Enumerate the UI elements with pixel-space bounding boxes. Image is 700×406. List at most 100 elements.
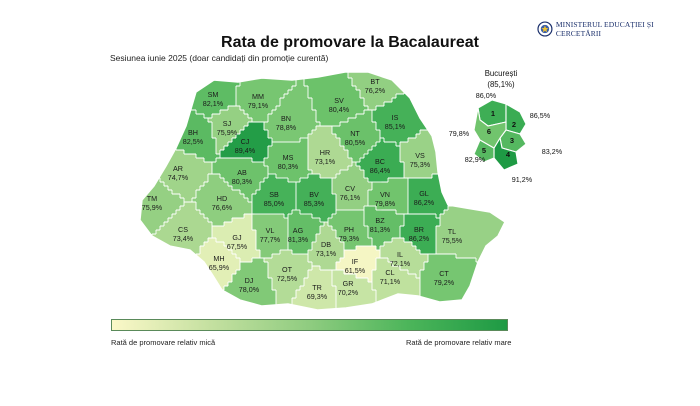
county-value: 65,9% <box>209 263 230 272</box>
county-code: DB <box>321 240 331 249</box>
legend-color-scale <box>111 319 508 331</box>
sector-value: 86,0% <box>476 91 497 100</box>
county-value: 72,5% <box>277 274 298 283</box>
county-code: GJ <box>232 233 242 242</box>
county-value: 75,3% <box>410 160 431 169</box>
romania-outline <box>139 71 506 311</box>
county-code: CT <box>439 269 449 278</box>
county-value: 73,4% <box>173 234 194 243</box>
county-code: VN <box>380 190 390 199</box>
sector-shape <box>505 103 527 135</box>
county-value: 73,1% <box>315 157 336 166</box>
county-value: 71,1% <box>380 277 401 286</box>
county-code: TR <box>312 283 322 292</box>
county-code: IL <box>397 250 403 259</box>
county-value: 79,8% <box>375 199 396 208</box>
county-value: 70,2% <box>338 288 359 297</box>
county-code: BV <box>309 190 319 199</box>
county-code: BC <box>375 157 385 166</box>
county-code: MH <box>213 254 224 263</box>
county-value: 67,5% <box>227 242 248 251</box>
county-value: 86,2% <box>414 198 435 207</box>
county-code: HR <box>320 148 330 157</box>
ministry-name: MINISTERUL EDUCAȚIEI ȘI CERCETĂRII <box>555 20 654 38</box>
county-code: PH <box>344 225 354 234</box>
sector-number: 3 <box>510 136 514 145</box>
county-value: 73,1% <box>316 249 337 258</box>
sector-number: 2 <box>512 120 516 129</box>
page-subtitle: Sesiunea iunie 2025 (doar candidați din … <box>110 53 329 63</box>
county-code: IS <box>392 113 399 122</box>
county-value: 79,2% <box>434 278 455 287</box>
county-value: 76,2% <box>365 86 386 95</box>
county-value: 75,9% <box>217 128 238 137</box>
sector-value: 79,8% <box>449 129 470 138</box>
bucuresti-sector-6: 6 79,8% <box>449 107 507 149</box>
legend-high-label: Rată de promovare relativ mare <box>406 338 512 347</box>
bucuresti-title: București <box>484 69 518 78</box>
county-value: 80,3% <box>278 162 299 171</box>
county-code: DJ <box>245 276 254 285</box>
sector-number: 4 <box>506 150 511 159</box>
county-value: 80,3% <box>232 177 253 186</box>
county-code: CV <box>345 184 355 193</box>
county-value: 86,4% <box>370 166 391 175</box>
county-value: 78,8% <box>276 123 297 132</box>
ministry-logo: MINISTERUL EDUCAȚIEI ȘI CERCETĂRII <box>537 20 700 38</box>
county-code: TL <box>448 227 456 236</box>
sector-value: 86,5% <box>530 111 551 120</box>
county-code: SB <box>269 190 279 199</box>
county-code: NT <box>350 129 360 138</box>
county-value: 75,9% <box>142 203 163 212</box>
county-value: 76,1% <box>340 193 361 202</box>
ministry-crest-icon <box>537 21 553 37</box>
sector-value: 91,2% <box>512 175 533 184</box>
county-value: 79,1% <box>248 101 269 110</box>
county-value: 85,0% <box>264 199 285 208</box>
county-value: 80,4% <box>329 105 350 114</box>
county-code: VS <box>415 151 425 160</box>
county-code: CL <box>385 268 394 277</box>
county-code: AB <box>237 168 247 177</box>
county-value: 80,5% <box>345 138 366 147</box>
sector-number: 5 <box>482 146 486 155</box>
county-value: 75,5% <box>442 236 463 245</box>
county-code: BN <box>281 114 291 123</box>
county-code: GR <box>343 279 354 288</box>
county-code: AG <box>293 226 304 235</box>
sector-shape <box>473 107 507 149</box>
county-code: AR <box>173 164 183 173</box>
bucuresti-sector-2: 2 86,5% <box>505 103 551 135</box>
county-code: SJ <box>223 119 232 128</box>
county-value: 72,1% <box>390 259 411 268</box>
